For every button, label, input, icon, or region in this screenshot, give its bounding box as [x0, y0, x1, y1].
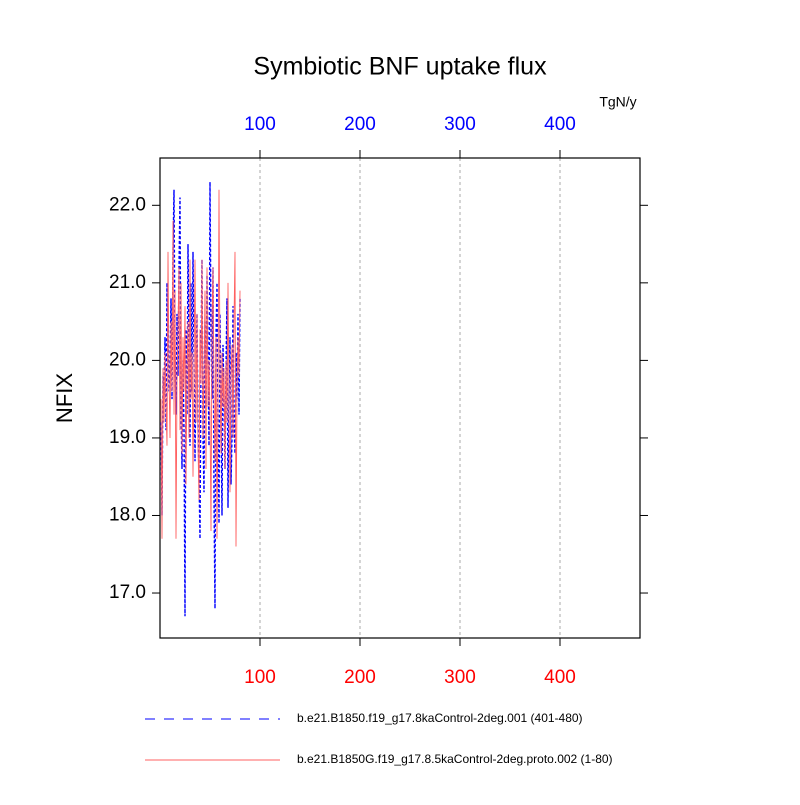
x-top-tick-label: 400: [544, 114, 576, 135]
y-tick-label: 18.0: [109, 504, 146, 525]
x-tick-label: 200: [344, 667, 376, 688]
x-tick-label: 400: [544, 667, 576, 688]
series-line: [160, 182, 241, 617]
x-top-tick-label: 200: [344, 114, 376, 135]
x-tick-label: 100: [244, 667, 276, 688]
x-top-tick-label: 300: [444, 114, 476, 135]
y-tick-label: 17.0: [109, 582, 146, 603]
y-axis-label: NFIX: [52, 373, 77, 423]
y-tick-label: 22.0: [109, 194, 146, 215]
x-tick-label: 300: [444, 667, 476, 688]
chart-title: Symbiotic BNF uptake flux: [253, 53, 547, 81]
units-label: TgN/y: [599, 94, 636, 110]
plot-frame: [159, 157, 641, 639]
x-top-tick-label: 100: [244, 114, 276, 135]
y-tick-label: 20.0: [109, 349, 146, 370]
legend-label: b.e21.B1850.f19_g17.8kaControl-2deg.001 …: [297, 711, 583, 725]
y-tick-label: 21.0: [109, 272, 146, 293]
series-line: [160, 189, 241, 547]
y-tick-label: 19.0: [109, 427, 146, 448]
legend-label: b.e21.B1850G.f19_g17.8.5kaControl-2deg.p…: [297, 752, 613, 766]
